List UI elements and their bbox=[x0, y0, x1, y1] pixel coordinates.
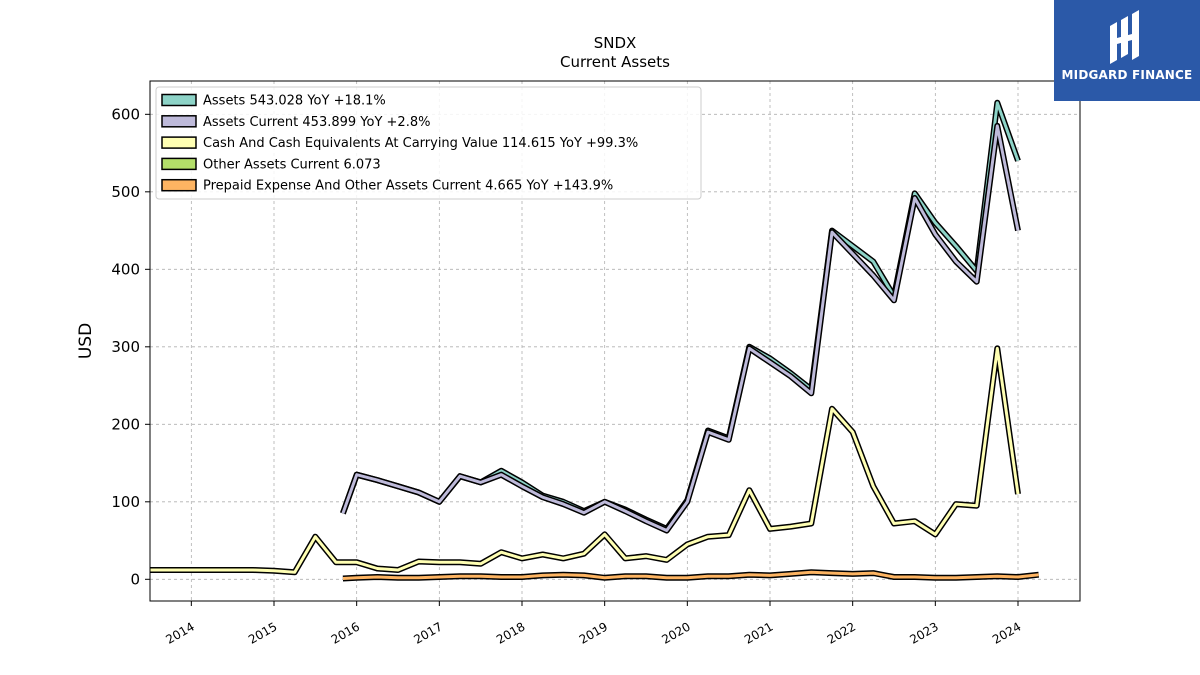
x-tick-label: 2019 bbox=[577, 619, 610, 646]
logo: MIDGARD FINANCE bbox=[1054, 0, 1200, 101]
legend-swatch bbox=[161, 93, 197, 107]
legend-swatch bbox=[161, 178, 197, 192]
x-tick-label: 2022 bbox=[825, 619, 858, 646]
legend-swatch bbox=[161, 157, 197, 171]
series-line-2 bbox=[150, 346, 1020, 574]
y-tick-label: 400 bbox=[111, 260, 140, 278]
x-tick-label: 2014 bbox=[163, 619, 196, 646]
legend-label: Other Assets Current 6.073 bbox=[203, 157, 381, 172]
x-axis: 2014 2015 2016 2017 2018 2019 2020 2021 2022 2023… bbox=[163, 601, 1024, 647]
x-tick-label: 2021 bbox=[742, 619, 775, 646]
x-tick-label: 2024 bbox=[990, 619, 1023, 646]
logo-text: MIDGARD FINANCE bbox=[1061, 68, 1193, 82]
legend-swatch bbox=[161, 115, 197, 128]
legend-label: Assets Current 453.899 YoY +2.8% bbox=[203, 115, 430, 130]
series-line-1 bbox=[341, 124, 1020, 532]
legend-label: Assets 543.028 YoY +18.1% bbox=[203, 94, 386, 109]
x-tick-label: 2016 bbox=[329, 619, 362, 646]
series-outline-2 bbox=[150, 345, 1021, 576]
y-axis-label: USD bbox=[76, 323, 96, 359]
x-tick-label: 2015 bbox=[246, 619, 279, 646]
y-axis: 0 100 200 300 400 500 600 bbox=[111, 105, 150, 588]
chart-title: SNDX bbox=[594, 34, 637, 52]
series-line-4 bbox=[342, 570, 1039, 580]
y-tick-label: 200 bbox=[111, 415, 140, 433]
y-tick-label: 100 bbox=[111, 493, 140, 511]
legend-box bbox=[155, 86, 702, 200]
plot-frame bbox=[149, 80, 1081, 602]
y-tick-label: 0 bbox=[130, 570, 140, 588]
legend-label: Prepaid Expense And Other Assets Current… bbox=[203, 179, 613, 194]
y-tick-label: 300 bbox=[111, 338, 140, 356]
legend: Assets 543.028 YoY +18.1% Assets Current … bbox=[155, 86, 702, 200]
x-tick-label: 2020 bbox=[659, 619, 692, 646]
legend-swatch bbox=[161, 136, 197, 149]
x-tick-label: 2018 bbox=[494, 619, 527, 646]
y-tick-label: 500 bbox=[111, 183, 140, 201]
y-tick-label: 600 bbox=[111, 105, 140, 123]
x-tick-label: 2017 bbox=[411, 619, 444, 646]
x-tick-label: 2023 bbox=[907, 619, 940, 646]
series-layer bbox=[150, 99, 1040, 582]
chart-subtitle: Current Assets bbox=[560, 53, 670, 71]
midgard-logo-icon bbox=[1110, 10, 1139, 64]
legend-label: Cash And Cash Equivalents At Carrying Va… bbox=[203, 136, 638, 151]
